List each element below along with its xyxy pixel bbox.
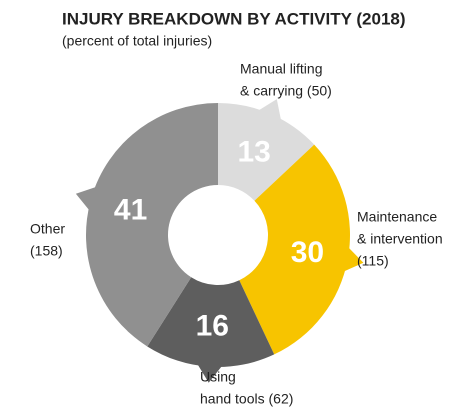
value-label: 16 (196, 310, 229, 343)
category-label: (158) (30, 243, 63, 259)
segment (218, 103, 315, 201)
pointer (75, 186, 98, 212)
category-label: (115) (357, 253, 389, 269)
chart-title: INJURY BREAKDOWN BY ACTIVITY (2018) (62, 9, 406, 28)
segment (85, 103, 218, 347)
category-label: hand tools (62) (200, 391, 293, 407)
category-label: Manual lifting (240, 61, 323, 77)
segment (147, 277, 275, 367)
category-label: Other (30, 221, 65, 237)
chart-subtitle: (percent of total injuries) (62, 33, 212, 49)
category-label: & intervention (357, 231, 443, 247)
category-label: & carrying (50) (240, 83, 332, 99)
category-label: Using (200, 369, 236, 385)
value-label: 41 (114, 194, 147, 227)
value-label: 13 (237, 135, 270, 168)
pointer (342, 246, 364, 272)
value-label: 30 (291, 236, 324, 269)
pointer (257, 99, 282, 122)
pointer (196, 363, 223, 383)
segment (239, 144, 351, 355)
category-label: Maintenance (357, 209, 437, 225)
